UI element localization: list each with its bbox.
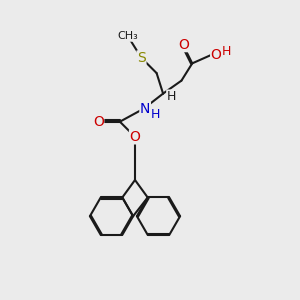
Text: O: O <box>130 130 140 144</box>
Text: O: O <box>211 48 222 62</box>
Text: S: S <box>137 51 146 65</box>
Text: O: O <box>93 115 104 129</box>
Text: H: H <box>150 108 160 121</box>
Text: H: H <box>167 90 176 103</box>
Text: N: N <box>140 102 150 116</box>
Text: H: H <box>222 45 231 58</box>
Text: O: O <box>178 38 189 52</box>
Text: CH₃: CH₃ <box>117 31 138 41</box>
